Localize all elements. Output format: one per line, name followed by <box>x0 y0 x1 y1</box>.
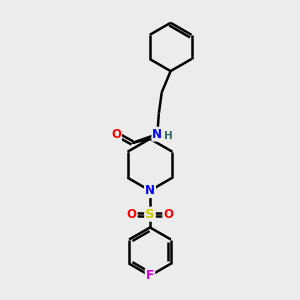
Text: O: O <box>111 128 121 141</box>
Text: O: O <box>163 208 173 221</box>
Text: F: F <box>146 269 154 282</box>
Text: H: H <box>164 130 173 141</box>
Text: S: S <box>145 208 155 221</box>
Text: N: N <box>152 128 162 141</box>
Text: N: N <box>145 184 155 197</box>
Text: O: O <box>127 208 137 221</box>
